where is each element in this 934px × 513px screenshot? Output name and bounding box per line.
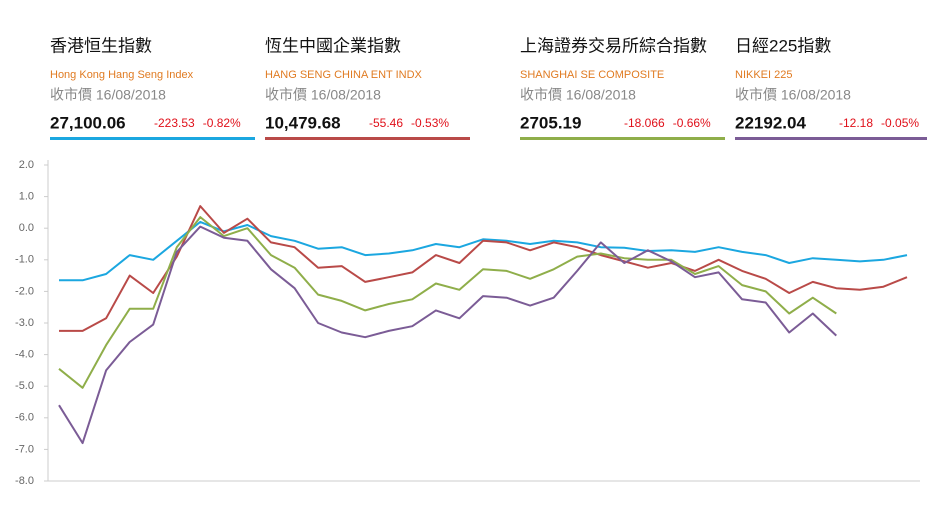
close-value: 10,479.68 <box>265 113 341 132</box>
change-percent: -0.66% <box>673 116 711 130</box>
y-tick-label: -1.0 <box>15 254 34 266</box>
y-tick-label: 2.0 <box>19 159 34 171</box>
series-line <box>59 220 908 282</box>
change: -223.53 <box>154 116 195 130</box>
panel-underline <box>520 137 725 140</box>
close-value: 2705.19 <box>520 113 581 132</box>
y-tick-label: 1.0 <box>19 191 34 203</box>
index-name: 上海證券交易所綜合指數 <box>520 36 707 55</box>
series-line <box>58 225 837 445</box>
index-english-name: HANG SENG CHINA ENT INDX <box>265 69 423 81</box>
change: -12.18 <box>839 116 873 130</box>
change-percent: -0.53% <box>411 116 449 130</box>
y-tick-label: -7.0 <box>15 443 34 455</box>
series-line <box>59 205 908 332</box>
index-name: 日經225指數 <box>735 36 831 55</box>
close-value: 22192.04 <box>735 113 806 132</box>
change: -18.066 <box>624 116 665 130</box>
panel-underline <box>265 137 470 140</box>
index-english-name: Hong Kong Hang Seng Index <box>50 69 194 81</box>
change-percent: -0.82% <box>203 116 241 130</box>
panel-underline <box>50 137 255 140</box>
y-tick-label: -5.0 <box>15 380 34 392</box>
close-value: 27,100.06 <box>50 113 126 132</box>
y-tick-label: -3.0 <box>15 317 34 329</box>
index-english-name: NIKKEI 225 <box>735 69 792 81</box>
series-line <box>58 216 837 389</box>
index-name: 香港恒生指數 <box>50 36 152 55</box>
index-english-name: SHANGHAI SE COMPOSITE <box>520 69 664 81</box>
panel-underline <box>735 137 927 140</box>
index-name: 恆生中國企業指數 <box>265 36 401 55</box>
close-date: 收市價 16/08/2018 <box>265 87 381 103</box>
close-date: 收市價 16/08/2018 <box>520 87 636 103</box>
change: -55.46 <box>369 116 403 130</box>
y-tick-label: -4.0 <box>15 349 34 361</box>
y-tick-label: 0.0 <box>19 222 34 234</box>
change-percent: -0.05% <box>881 116 919 130</box>
close-date: 收市價 16/08/2018 <box>50 87 166 103</box>
close-date: 收市價 16/08/2018 <box>735 87 851 103</box>
y-tick-label: -2.0 <box>15 285 34 297</box>
y-tick-label: -8.0 <box>15 475 34 487</box>
y-tick-label: -6.0 <box>15 412 34 424</box>
